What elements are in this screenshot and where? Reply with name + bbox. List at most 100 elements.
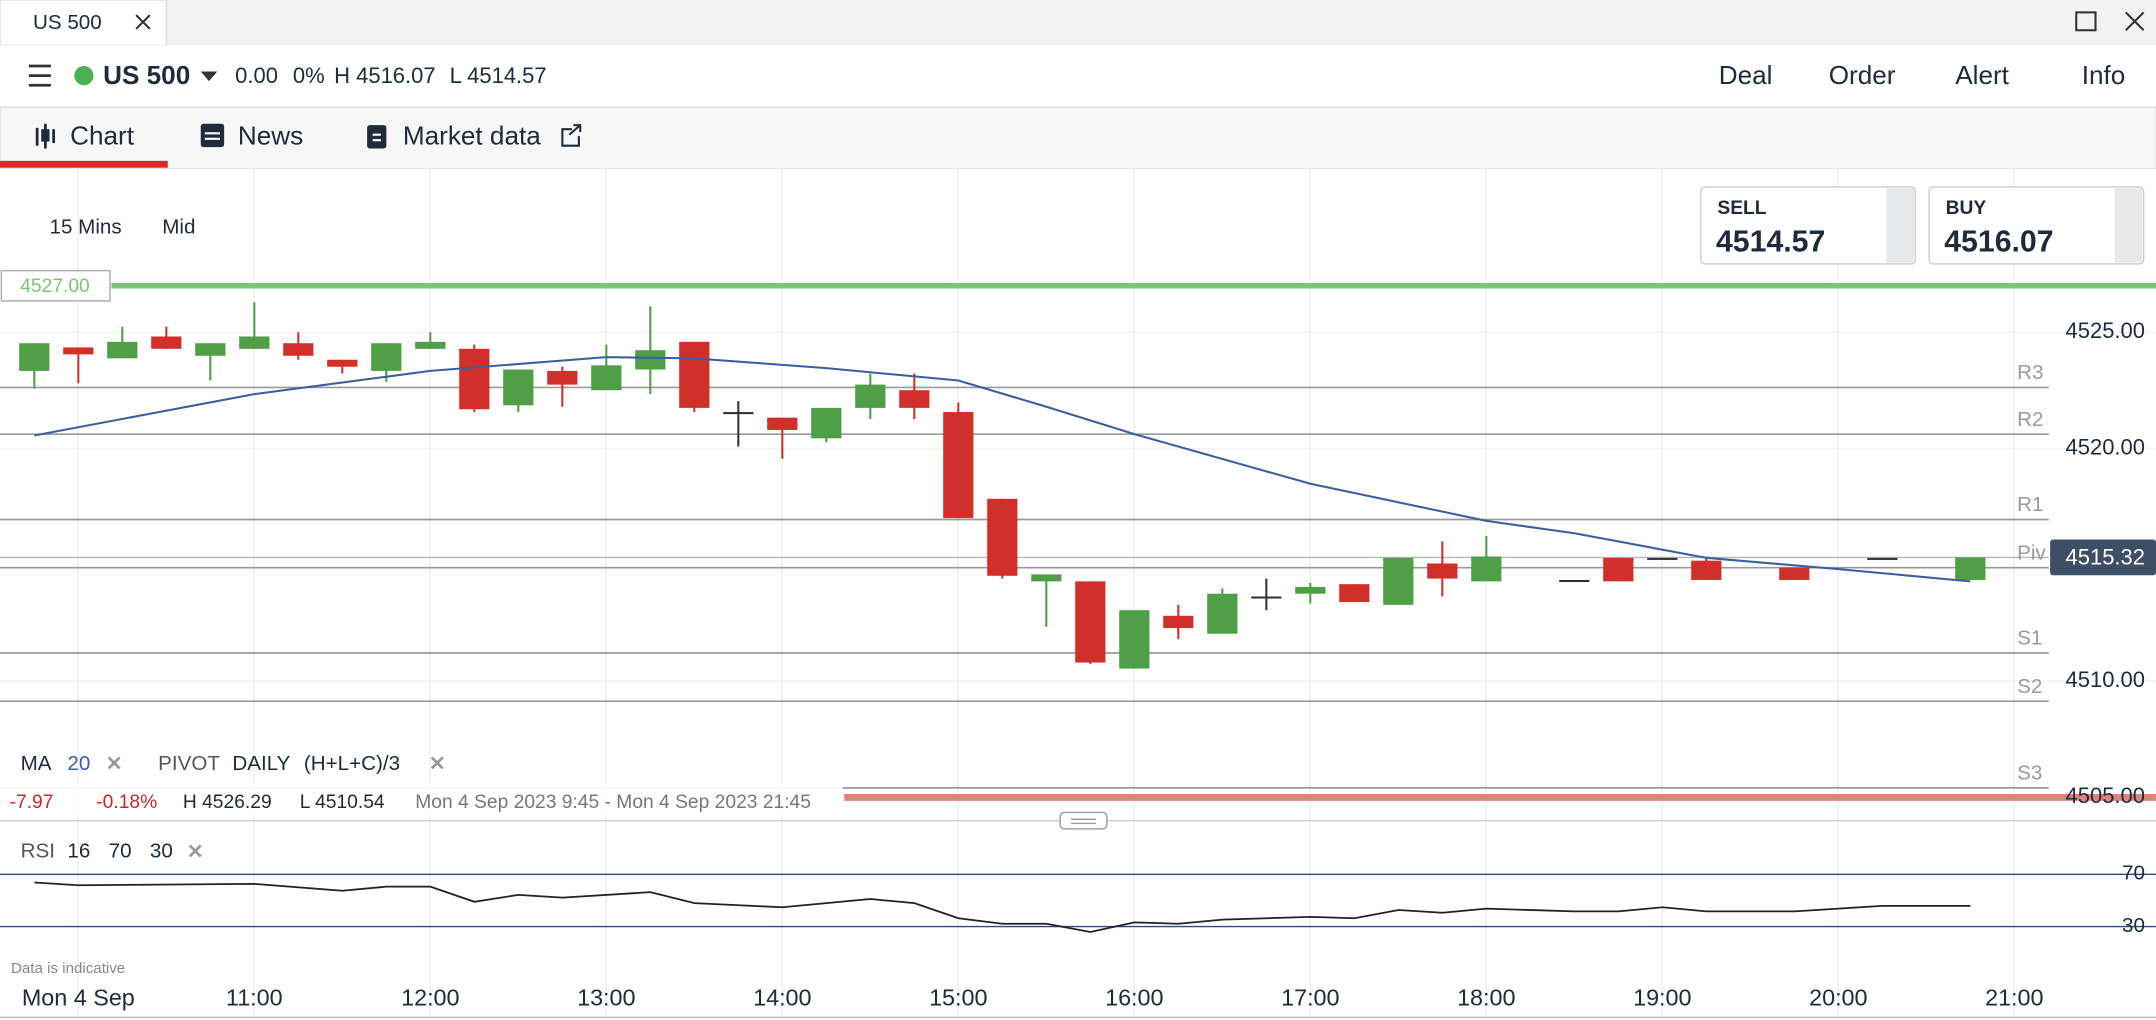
menu-item[interactable]: Deal [1719,60,1773,90]
candle-body [1867,557,1898,560]
external-link-icon[interactable] [561,124,582,147]
candle-body [1251,596,1282,599]
window-tab-title: US 500 [33,11,102,34]
pivot-label: R3 [2017,361,2043,384]
buy-label: BUY [1946,198,1987,219]
dropdown-icon[interactable] [200,71,218,82]
candle-body [371,343,402,371]
x-tick-label: Mon 4 Sep [22,985,135,1011]
candle-body [811,407,842,439]
menu-item[interactable]: Order [1829,60,1896,90]
sell-label: SELL [1717,198,1766,219]
sell-button[interactable] [1700,186,1917,265]
candle-body [459,348,490,410]
maximize-icon[interactable] [2075,11,2097,32]
rsi-period: 16 [67,840,90,863]
candle-body [1603,557,1634,582]
menu-icon[interactable] [28,64,51,87]
pivot-label: S2 [2017,675,2042,698]
tab-bar [0,0,2156,46]
change: 0.00 [235,63,278,88]
candle-body [151,336,182,349]
candle-body [503,369,534,406]
rsi-lower: 30 [150,840,173,863]
rsi-name: RSI [21,840,55,863]
x-tick-label: 12:00 [401,985,459,1011]
news-icon [200,123,225,148]
buy-strip [2114,188,2143,263]
rsi-upper: 70 [109,840,132,863]
buy-price: 4516.07 [1944,225,2053,258]
view-tab[interactable]: News [238,120,303,150]
price-type[interactable]: Mid [162,216,195,239]
candle-body [943,412,974,519]
candle-body [1119,610,1150,669]
x-tick-label: 13:00 [577,985,635,1011]
timeframe[interactable]: 15 Mins [50,216,122,239]
window-tab[interactable] [0,0,168,47]
rsi-line [34,881,1971,933]
candle-body [239,336,270,349]
buy-button[interactable] [1928,186,2145,265]
alert-label-box [0,269,111,302]
legend-pivot-period: DAILY [232,752,290,775]
candle-body [1163,615,1194,629]
y-tick-label: 4525.00 [2066,318,2145,343]
x-tick-label: 17:00 [1281,985,1339,1011]
stat-low: L 4510.54 [300,792,385,813]
rsi-tick-label: 70 [2122,862,2145,885]
market-icon [372,133,381,142]
alert-label: 4527.00 [20,276,90,297]
remove-icon[interactable] [430,756,444,770]
view-tab[interactable]: Chart [70,120,135,150]
menu-item[interactable]: Alert [1955,60,2009,90]
pivot-label: Piv [2017,541,2046,564]
remove-icon[interactable] [107,756,121,770]
close-icon[interactable] [135,14,151,30]
ma-line [34,356,1971,583]
pivot-label: R2 [2017,408,2043,431]
candle-body [899,390,930,408]
candle-body [987,498,1018,576]
candle-body [1647,557,1678,560]
footnote: Data is indicative [11,960,125,977]
pane-handle[interactable] [1059,811,1108,830]
chart-icon [41,129,50,142]
candle-body [107,341,138,359]
candle-body [63,347,94,355]
close-window-icon[interactable] [2125,11,2145,31]
stats-bar [0,786,843,817]
price-box [2050,539,2156,576]
pivot-label: S3 [2017,762,2042,785]
view-tab[interactable]: Market data [403,120,541,150]
x-tick-label: 19:00 [1633,985,1691,1011]
candle-body [591,365,622,391]
sell-strip [1886,188,1914,263]
sell-price: 4514.57 [1716,225,1825,258]
x-tick-label: 21:00 [1985,985,2043,1011]
x-tick-label: 20:00 [1809,985,1867,1011]
remove-icon[interactable] [188,844,202,858]
candle-body [635,350,666,370]
plot [0,283,2156,933]
stat-change: -7.97 [10,792,54,813]
y-tick-label: 4505.00 [2066,783,2145,808]
candle-body [767,417,798,430]
candle-body [1031,574,1062,582]
candle-body [1207,593,1238,634]
active-tab-indicator [0,160,168,168]
legend-pivot: PIVOT [158,752,220,775]
rsi-tick-label: 30 [2122,914,2145,937]
pivot-label: R1 [2017,493,2043,516]
pivot-label: S1 [2017,627,2042,650]
menu-item[interactable]: Info [2082,60,2126,90]
legend-ma: MA [21,752,52,775]
legend-ma-period: 20 [67,752,90,775]
instrument-name[interactable]: US 500 [103,60,190,90]
market-icon [367,125,387,149]
candle-body [19,343,50,371]
price-box-label: 4515.32 [2066,545,2145,570]
candle-body [1295,586,1326,594]
candle-body [1339,584,1370,603]
candle-body [283,343,314,356]
